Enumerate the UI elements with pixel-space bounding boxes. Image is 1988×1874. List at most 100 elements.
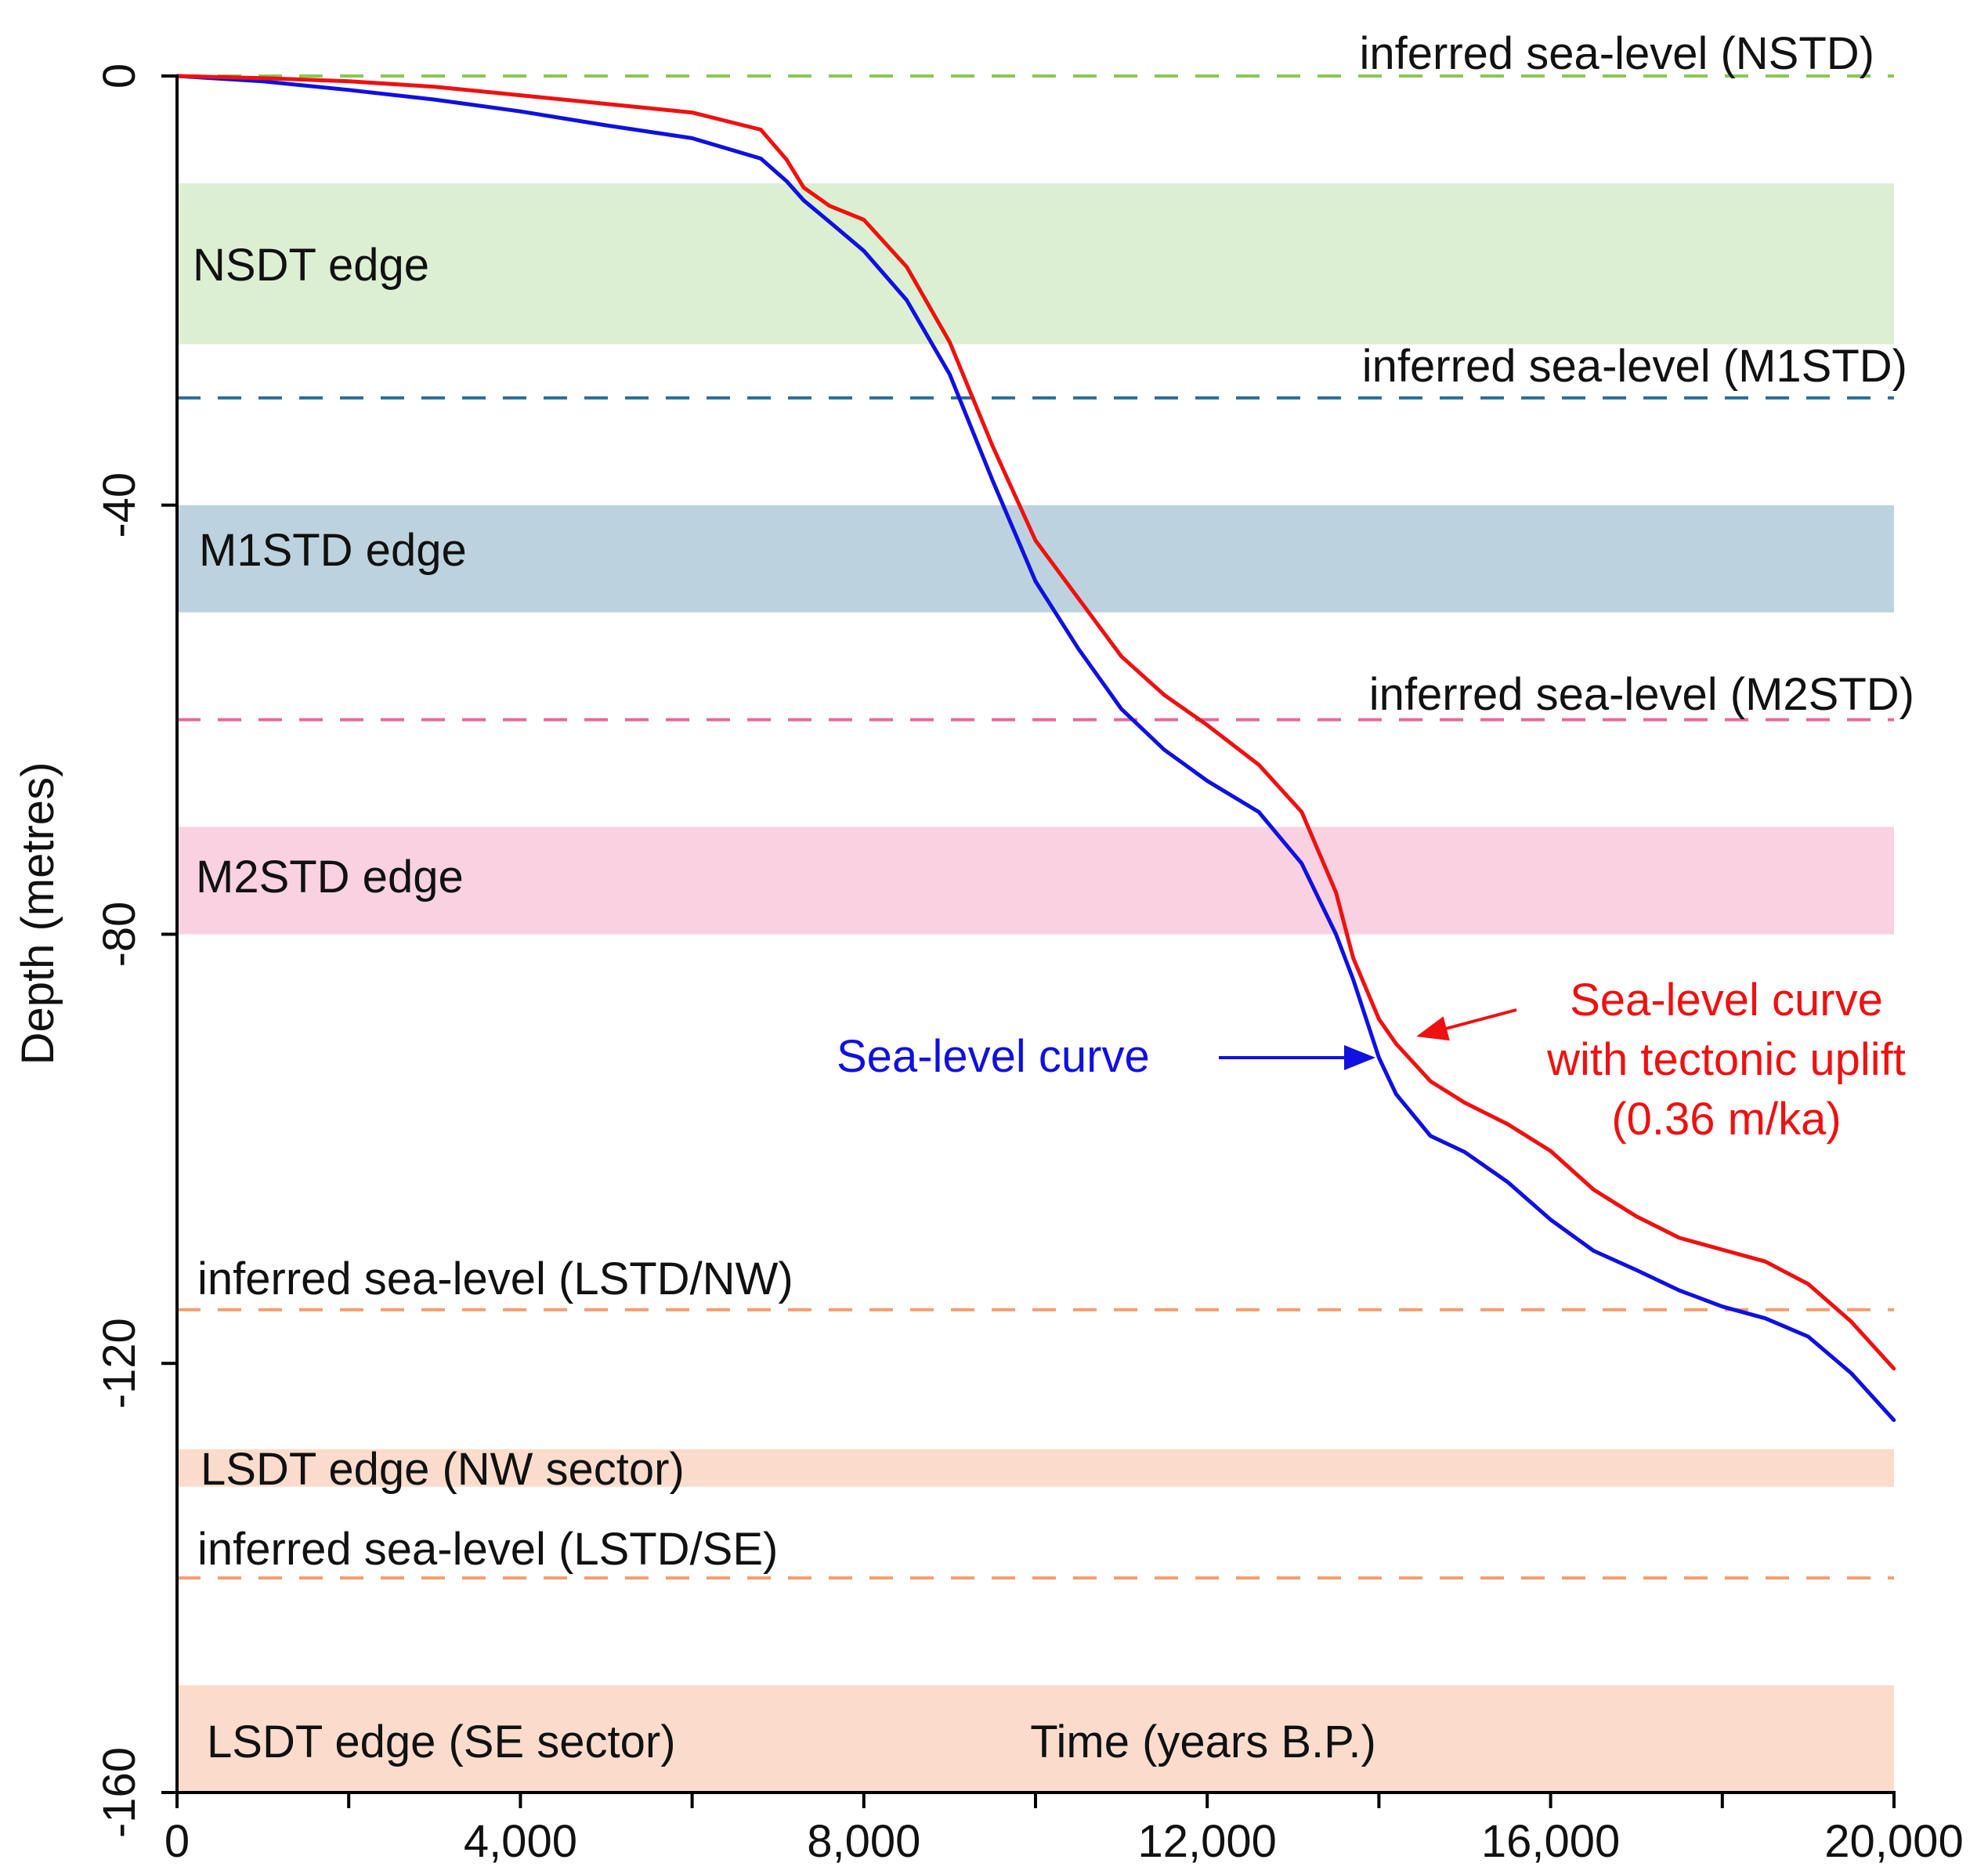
series-1-point (432, 85, 436, 89)
band-2-fill (177, 827, 1894, 935)
series-0-point (827, 220, 832, 224)
band-3-fill (177, 1449, 1894, 1487)
series-1-point (1334, 890, 1338, 895)
band-4-fill (177, 1685, 1894, 1793)
series-1-point (1505, 1122, 1510, 1127)
series-0-point (1849, 1371, 1853, 1375)
series-0-point (1763, 1316, 1767, 1320)
series-0-point (948, 372, 952, 376)
series-1-point (1635, 1214, 1639, 1218)
x-tick-label: 16,000 (1481, 1816, 1620, 1867)
series-1-point (261, 76, 265, 80)
series-0-point (1076, 647, 1081, 651)
series-1-point (905, 265, 909, 269)
series-0-point (1428, 1134, 1433, 1138)
series-0-point (1635, 1268, 1639, 1272)
series-1-point (1119, 654, 1123, 659)
series-0-point (759, 157, 763, 161)
reference-line-label: inferred sea-level (NSTD) (1359, 28, 1874, 79)
uplift-curve-label-line: (0.36 m/ka) (1611, 1094, 1841, 1145)
uplift-curve-label-line: Sea-level curve (1570, 975, 1883, 1026)
band-0-fill (177, 183, 1894, 345)
x-tick-label: 4,000 (464, 1816, 577, 1867)
series-0-point (1205, 779, 1209, 783)
series-1-point (1763, 1259, 1767, 1264)
sea-level-curve-label: Sea-level curve (837, 1031, 1150, 1082)
series-0-point (1351, 977, 1355, 982)
series-0-point (862, 249, 866, 253)
y-tick-label: 0 (94, 63, 145, 89)
series-0-point (1299, 861, 1303, 866)
series-0-point (432, 97, 436, 102)
series-0-point (1806, 1334, 1810, 1339)
series-0-point (519, 109, 522, 114)
series-1-point (604, 102, 609, 106)
series-1-point (1549, 1149, 1552, 1153)
axes: 0 4,000 8,000 12,000 16,000 20,000 0 -40 -80 -120… (13, 63, 1964, 1867)
x-tick-label: 8,000 (807, 1816, 920, 1867)
annotations: Sea-level curve Sea-level curve with tecto… (837, 975, 1906, 1145)
series-1-point (1394, 1041, 1398, 1046)
reference-line-label: inferred sea-level (M2STD) (1369, 669, 1914, 720)
x-tick-label: 12,000 (1137, 1816, 1276, 1867)
series-0-point (1892, 1418, 1896, 1423)
series-0-point (347, 88, 351, 92)
y-tick-label: -160 (94, 1747, 145, 1838)
series-1-point (1377, 1017, 1381, 1021)
series-1-point (1205, 723, 1209, 727)
series-0-point (1462, 1150, 1467, 1154)
x-tick-label: 20,000 (1824, 1816, 1963, 1867)
series-0-point (1162, 747, 1166, 752)
series-1-point (759, 128, 763, 132)
series-0-point (784, 179, 789, 183)
series-1-point (1677, 1235, 1682, 1240)
series-1-point (1162, 693, 1166, 697)
reference-line-label: inferred sea-level (M1STD) (1362, 341, 1907, 392)
series-0-point (1677, 1288, 1682, 1293)
reference-line-label: inferred sea-level (LSTD/NW) (197, 1254, 793, 1304)
series-1-point (948, 340, 952, 344)
series-1-point (519, 93, 522, 97)
series-1-point (1892, 1366, 1896, 1371)
series-0-point (1549, 1217, 1552, 1221)
x-axis-title: Time (years B.P.) (1030, 1717, 1376, 1767)
band-label: M1STD edge (199, 525, 467, 576)
series-1-point (1076, 596, 1081, 601)
series-1-point (991, 444, 995, 448)
series-0-point (1505, 1180, 1510, 1185)
series-0-point (801, 198, 806, 203)
uplift-curve-arrow (1416, 1008, 1517, 1041)
series-0-point (1720, 1304, 1724, 1308)
series-0-point (1256, 810, 1261, 814)
y-axis-title: Depth (metres) (13, 762, 63, 1065)
series-0-point (1394, 1092, 1398, 1096)
series-1-point (1806, 1282, 1810, 1286)
series-1-point (1256, 762, 1261, 767)
series-1-point (1299, 810, 1303, 814)
series-1-point (1428, 1079, 1433, 1084)
y-tick-label: -40 (94, 472, 145, 538)
series-0-point (261, 79, 265, 84)
series-0-point (991, 479, 995, 483)
band-label: M2STD edge (196, 852, 464, 903)
depth-bands: NSDT edge M1STD edge M2STD edge LSDT edge (… (177, 183, 1894, 1793)
band-label: NSDT edge (193, 240, 429, 291)
band-1-fill (177, 505, 1894, 613)
series-0-point (1033, 579, 1038, 584)
reference-lines: inferred sea-level (NSTD) inferred sea-le… (177, 28, 1914, 1580)
series-0-point (604, 123, 609, 128)
series-1-point (1849, 1319, 1853, 1324)
series-1-point (1033, 538, 1038, 543)
series-1-point (1351, 956, 1355, 960)
series-0-point (1377, 1055, 1381, 1060)
series-1-point (784, 157, 789, 162)
band-label: LSDT edge (SE sector) (207, 1717, 676, 1767)
y-tick-label: -80 (94, 902, 145, 968)
series-line-0 (176, 74, 1896, 1422)
uplift-curve-label-line: with tectonic uplift (1546, 1034, 1906, 1085)
series-0-point (905, 298, 909, 302)
series-1-point (1592, 1188, 1596, 1192)
series-1-point (690, 110, 694, 114)
sea-level-series (175, 74, 1896, 1423)
